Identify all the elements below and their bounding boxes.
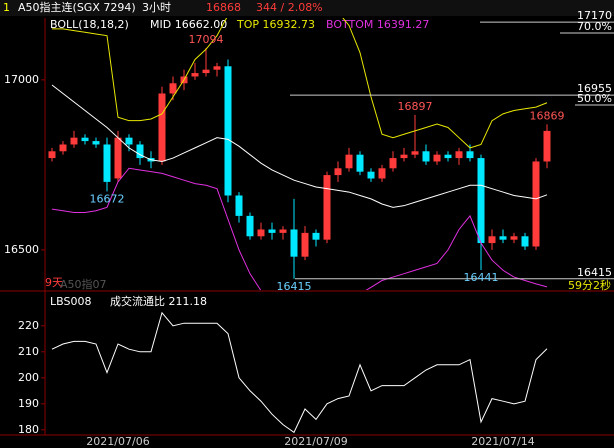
candle-body xyxy=(103,144,111,182)
candle-body xyxy=(191,73,199,77)
high-label: 16897 xyxy=(398,100,433,113)
y-tick-label: 220 xyxy=(18,319,39,332)
header-index: 1 xyxy=(3,1,10,14)
candle-body xyxy=(345,154,353,169)
low-label: 16441 xyxy=(464,271,499,284)
level-label: 17170 xyxy=(577,9,612,22)
candle-body xyxy=(488,236,496,244)
high-label: 16869 xyxy=(530,109,565,122)
candle-body xyxy=(356,154,364,172)
candle-body xyxy=(279,229,287,233)
candle-body xyxy=(455,151,463,159)
low-label: 16672 xyxy=(90,192,125,205)
candle-body xyxy=(389,158,397,169)
y-tick-label: 200 xyxy=(18,371,39,384)
level-label: 16955 xyxy=(577,82,612,95)
candle-body xyxy=(323,175,331,240)
candle-body xyxy=(367,171,375,179)
boll-line xyxy=(52,18,548,149)
y-tick-label: 16500 xyxy=(4,243,39,256)
header-price: 16868 xyxy=(206,1,241,14)
candle-body xyxy=(224,66,232,196)
header-period: 3小时 xyxy=(142,1,171,14)
candle-body xyxy=(312,232,320,240)
candle-body xyxy=(48,151,56,159)
candle-body xyxy=(499,236,507,240)
candle-body xyxy=(81,137,89,142)
candle-body xyxy=(202,69,210,74)
boll-mid: MID 16662.00 xyxy=(150,18,227,31)
candle-body xyxy=(444,154,452,159)
days-note: 9天 xyxy=(45,276,63,289)
candle-body xyxy=(334,168,342,176)
candle-body xyxy=(510,236,518,240)
candle-body xyxy=(301,232,309,257)
header-symbol: A50指主连(SGX 7294) xyxy=(18,0,136,14)
candle-body xyxy=(257,229,265,237)
x-tick-label: 2021/07/14 xyxy=(471,435,534,448)
candle-body xyxy=(235,195,243,216)
boll-top: TOP 16932.73 xyxy=(236,18,315,31)
y-tick-label: 17000 xyxy=(4,73,39,86)
y-tick-label: 190 xyxy=(18,397,39,410)
candle-body xyxy=(477,158,485,244)
candle-body xyxy=(290,229,298,257)
x-tick-label: 2021/07/06 xyxy=(86,435,149,448)
candle-body xyxy=(532,161,540,247)
candle-body xyxy=(378,168,386,179)
header-bar xyxy=(0,0,614,16)
candle-body xyxy=(92,141,100,145)
candle-body xyxy=(466,151,474,159)
timer-note: 59分2秒 xyxy=(568,278,611,292)
candle-body xyxy=(59,144,67,152)
boll-line xyxy=(51,167,548,290)
candle-body xyxy=(246,215,254,237)
candle-body xyxy=(422,151,430,162)
high-label: 17094 xyxy=(189,33,224,46)
lower-name: LBS008 xyxy=(50,295,91,308)
boll-line xyxy=(51,84,548,208)
y-tick-label: 180 xyxy=(18,423,39,436)
candle-body xyxy=(169,83,177,94)
candle-body xyxy=(543,130,551,162)
candle-body xyxy=(136,144,144,159)
low-label: 16415 xyxy=(277,280,312,293)
x-tick-label: 2021/07/09 xyxy=(284,435,347,448)
candle-body xyxy=(158,93,166,162)
candle-body xyxy=(213,66,221,70)
candle-body xyxy=(114,137,122,179)
candle-body xyxy=(125,137,133,145)
header-change: 344 / 2.08% xyxy=(256,1,323,14)
lower-line xyxy=(51,311,548,434)
level-label: 50.0% xyxy=(577,92,612,105)
candle-body xyxy=(433,154,441,162)
candle-body xyxy=(521,236,529,247)
candle-body xyxy=(411,151,419,155)
boll-bottom: BOTTOM 16391.27 xyxy=(326,18,429,31)
boll-name: BOLL(18,18,2) xyxy=(50,18,129,31)
candle-body xyxy=(400,154,408,159)
level-label: 16415 xyxy=(577,266,612,279)
lower-label: 成交流通比 211.18 xyxy=(110,294,207,308)
candle-body xyxy=(268,229,276,233)
contract-note: A50指07 xyxy=(60,277,107,291)
candle-body xyxy=(70,137,78,145)
y-tick-label: 210 xyxy=(18,345,39,358)
main-plot xyxy=(48,18,551,290)
level-label: 70.0% xyxy=(577,20,612,33)
